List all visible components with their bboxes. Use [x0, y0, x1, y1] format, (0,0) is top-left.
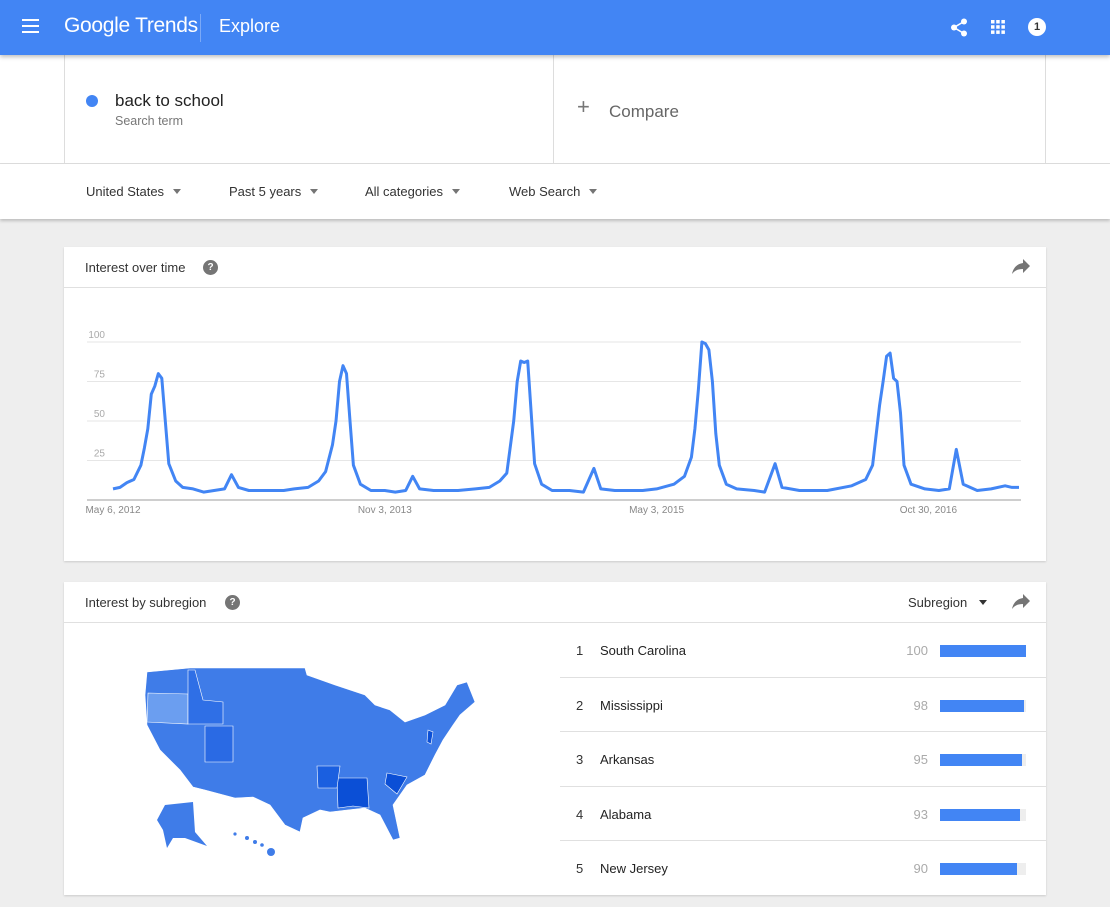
x-tick-label: May 3, 2015 [629, 505, 684, 516]
dropdown-arrow-icon [452, 189, 461, 194]
subregion-row[interactable]: 3 Arkansas 95 [560, 732, 1046, 787]
value-bar-fill [940, 863, 1018, 875]
subregion-name[interactable]: Mississippi [600, 697, 663, 713]
compare-label: Compare [609, 102, 679, 121]
card-header: Interest by subregion ? Subregion [64, 582, 1046, 623]
divider [200, 14, 201, 42]
subregion-row[interactable]: 5 New Jersey 90 [560, 841, 1046, 896]
rank: 1 [576, 643, 584, 658]
value-bar-track [940, 808, 1026, 821]
map-state-arkansas[interactable] [316, 765, 341, 789]
subregion-name[interactable]: New Jersey [600, 861, 668, 876]
subregion-value: 100 [906, 643, 928, 658]
map-state-south-carolina[interactable] [384, 772, 408, 795]
filter-label: United States [86, 184, 165, 199]
plus-icon: + [577, 94, 590, 119]
top-app-bar: Google Trends Explore 1 [0, 0, 1110, 55]
interest-over-time-card: Interest over time ? 25 50 75 100 May 6, 201… [64, 247, 1046, 561]
map-state-new-jersey[interactable] [426, 729, 434, 745]
y-tick-label: 25 [94, 449, 106, 460]
value-bar-fill [940, 754, 1022, 766]
share-icon[interactable] [950, 18, 968, 37]
map-state-utah[interactable] [204, 725, 234, 763]
card-title: Interest by subregion [85, 595, 207, 610]
term-color-dot [86, 95, 98, 107]
help-icon[interactable]: ? [203, 260, 218, 275]
y-tick-label: 50 [94, 409, 106, 420]
share-arrow-icon[interactable] [1012, 259, 1030, 275]
term-label[interactable]: back to school [115, 91, 224, 110]
map-state-hawaii[interactable] [233, 832, 275, 856]
value-bar-track [940, 863, 1026, 875]
rank: 4 [576, 806, 584, 822]
subregion-selector[interactable]: Subregion [908, 595, 988, 610]
us-map[interactable] [135, 660, 485, 860]
map-state-alaska[interactable] [157, 802, 207, 848]
card-title: Interest over time [85, 260, 186, 275]
interest-by-subregion-card: Interest by subregion ? Subregion 1 Sout… [64, 582, 1046, 895]
page-title: Explore [219, 16, 281, 36]
subregion-name[interactable]: South Carolina [600, 643, 686, 658]
dropdown-arrow-icon [589, 189, 598, 194]
term-sublabel: Search term [115, 114, 184, 128]
selector-label: Subregion [908, 595, 968, 610]
dropdown-arrow-icon [310, 189, 319, 194]
x-tick-label: May 6, 2012 [85, 505, 140, 516]
x-tick-label: Nov 3, 2013 [358, 505, 412, 516]
series-line[interactable] [112, 340, 1019, 494]
share-arrow-icon[interactable] [1012, 594, 1030, 610]
filter-region[interactable]: United States [86, 184, 182, 199]
dropdown-arrow-icon [979, 600, 988, 605]
x-tick-label: Oct 30, 2016 [900, 505, 958, 516]
map-state-idaho[interactable] [187, 669, 224, 725]
subregion-name[interactable]: Arkansas [600, 752, 655, 767]
subregion-value: 98 [913, 697, 928, 713]
dropdown-arrow-icon [173, 189, 182, 194]
help-icon[interactable]: ? [225, 595, 240, 610]
value-bar-track [940, 754, 1026, 766]
y-tick-label: 75 [94, 370, 106, 381]
map-contiguous-us[interactable] [144, 667, 476, 841]
filter-label: All categories [365, 184, 444, 199]
filter-bar: United States Past 5 years All categorie… [0, 164, 1110, 219]
value-bar-track [940, 645, 1026, 657]
value-bar-track [940, 699, 1026, 712]
subregion-row[interactable]: 2 Mississippi 98 [560, 678, 1046, 732]
notification-badge[interactable]: 1 [1028, 18, 1046, 36]
filter-search-type[interactable]: Web Search [509, 184, 598, 199]
search-term-card[interactable]: back to school Search term [64, 55, 554, 164]
card-header: Interest over time ? [64, 247, 1046, 288]
subregion-value: 90 [913, 861, 928, 876]
apps-grid-icon[interactable] [991, 20, 1005, 34]
subregion-row[interactable]: 1 South Carolina 100 [560, 623, 1046, 678]
rank: 5 [576, 861, 584, 876]
search-terms-bar: back to school Search term + Compare [0, 55, 1110, 164]
y-tick-label: 100 [88, 330, 105, 341]
compare-button[interactable]: + Compare [554, 55, 1046, 164]
line-chart[interactable]: 25 50 75 100 May 6, 2012 Nov 3, 2013 May 3, 20… [64, 288, 1046, 561]
google-trends-logo[interactable]: Google Trends [64, 14, 198, 37]
subregion-value: 93 [913, 806, 928, 822]
map-state-oregon[interactable] [146, 692, 189, 725]
subregion-value: 95 [913, 752, 928, 767]
filter-label: Web Search [509, 184, 581, 199]
subregion-row[interactable]: 4 Alabama 93 [560, 787, 1046, 841]
filter-time-range[interactable]: Past 5 years [229, 184, 319, 199]
value-bar-fill [940, 808, 1020, 821]
map-state-mississippi-alabama[interactable] [336, 777, 370, 809]
value-bar-fill [940, 699, 1025, 712]
menu-icon[interactable] [22, 19, 39, 33]
value-bar-fill [940, 645, 1026, 657]
rank: 3 [576, 752, 584, 767]
filter-category[interactable]: All categories [365, 184, 461, 199]
filter-label: Past 5 years [229, 184, 302, 199]
rank: 2 [576, 697, 584, 713]
subregion-name[interactable]: Alabama [600, 806, 652, 822]
